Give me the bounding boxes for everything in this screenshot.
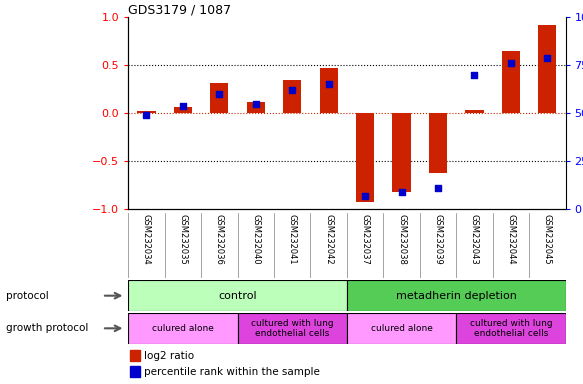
Text: percentile rank within the sample: percentile rank within the sample: [144, 367, 320, 377]
Bar: [392, 113, 410, 192]
Text: GSM232038: GSM232038: [397, 214, 406, 265]
Text: cultured with lung
endothelial cells: cultured with lung endothelial cells: [469, 319, 552, 338]
Point: [142, 112, 151, 118]
Text: culured alone: culured alone: [371, 324, 433, 333]
Text: GSM232045: GSM232045: [543, 214, 552, 265]
Bar: [247, 102, 265, 113]
Text: culured alone: culured alone: [152, 324, 214, 333]
Point: [324, 81, 333, 88]
Point: [287, 87, 297, 93]
Bar: [347, 313, 456, 344]
Bar: [319, 68, 338, 113]
Point: [215, 91, 224, 97]
Bar: [456, 313, 566, 344]
Text: GSM232039: GSM232039: [434, 214, 442, 265]
Bar: [356, 113, 374, 202]
Text: growth protocol: growth protocol: [6, 323, 88, 333]
Bar: [283, 80, 301, 113]
Bar: [429, 113, 447, 173]
Bar: [131, 350, 140, 361]
Text: metadherin depletion: metadherin depletion: [396, 291, 517, 301]
Text: GSM232034: GSM232034: [142, 214, 151, 265]
Text: log2 ratio: log2 ratio: [144, 351, 194, 361]
Point: [543, 55, 552, 61]
Text: GSM232040: GSM232040: [251, 214, 260, 265]
Bar: [128, 280, 347, 311]
Point: [470, 72, 479, 78]
Bar: [538, 25, 556, 113]
Bar: [128, 313, 238, 344]
Bar: [138, 111, 156, 113]
Text: control: control: [218, 291, 257, 301]
Text: GSM232036: GSM232036: [215, 214, 224, 265]
Point: [360, 193, 370, 199]
Text: GSM232042: GSM232042: [324, 214, 333, 265]
Text: GSM232043: GSM232043: [470, 214, 479, 265]
Text: cultured with lung
endothelial cells: cultured with lung endothelial cells: [251, 319, 333, 338]
Text: GSM232037: GSM232037: [361, 214, 370, 265]
Point: [178, 103, 188, 109]
Text: GDS3179 / 1087: GDS3179 / 1087: [128, 3, 231, 16]
Text: GSM232044: GSM232044: [507, 214, 515, 265]
Bar: [347, 280, 566, 311]
Text: GSM232035: GSM232035: [178, 214, 187, 265]
Text: protocol: protocol: [6, 291, 48, 301]
Point: [251, 101, 261, 107]
Point: [433, 185, 442, 191]
Bar: [465, 111, 483, 113]
Bar: [174, 107, 192, 113]
Bar: [238, 313, 347, 344]
Bar: [502, 51, 520, 113]
Text: GSM232041: GSM232041: [288, 214, 297, 265]
Bar: [210, 83, 229, 113]
Point: [397, 189, 406, 195]
Bar: [131, 366, 140, 377]
Point: [506, 60, 515, 66]
